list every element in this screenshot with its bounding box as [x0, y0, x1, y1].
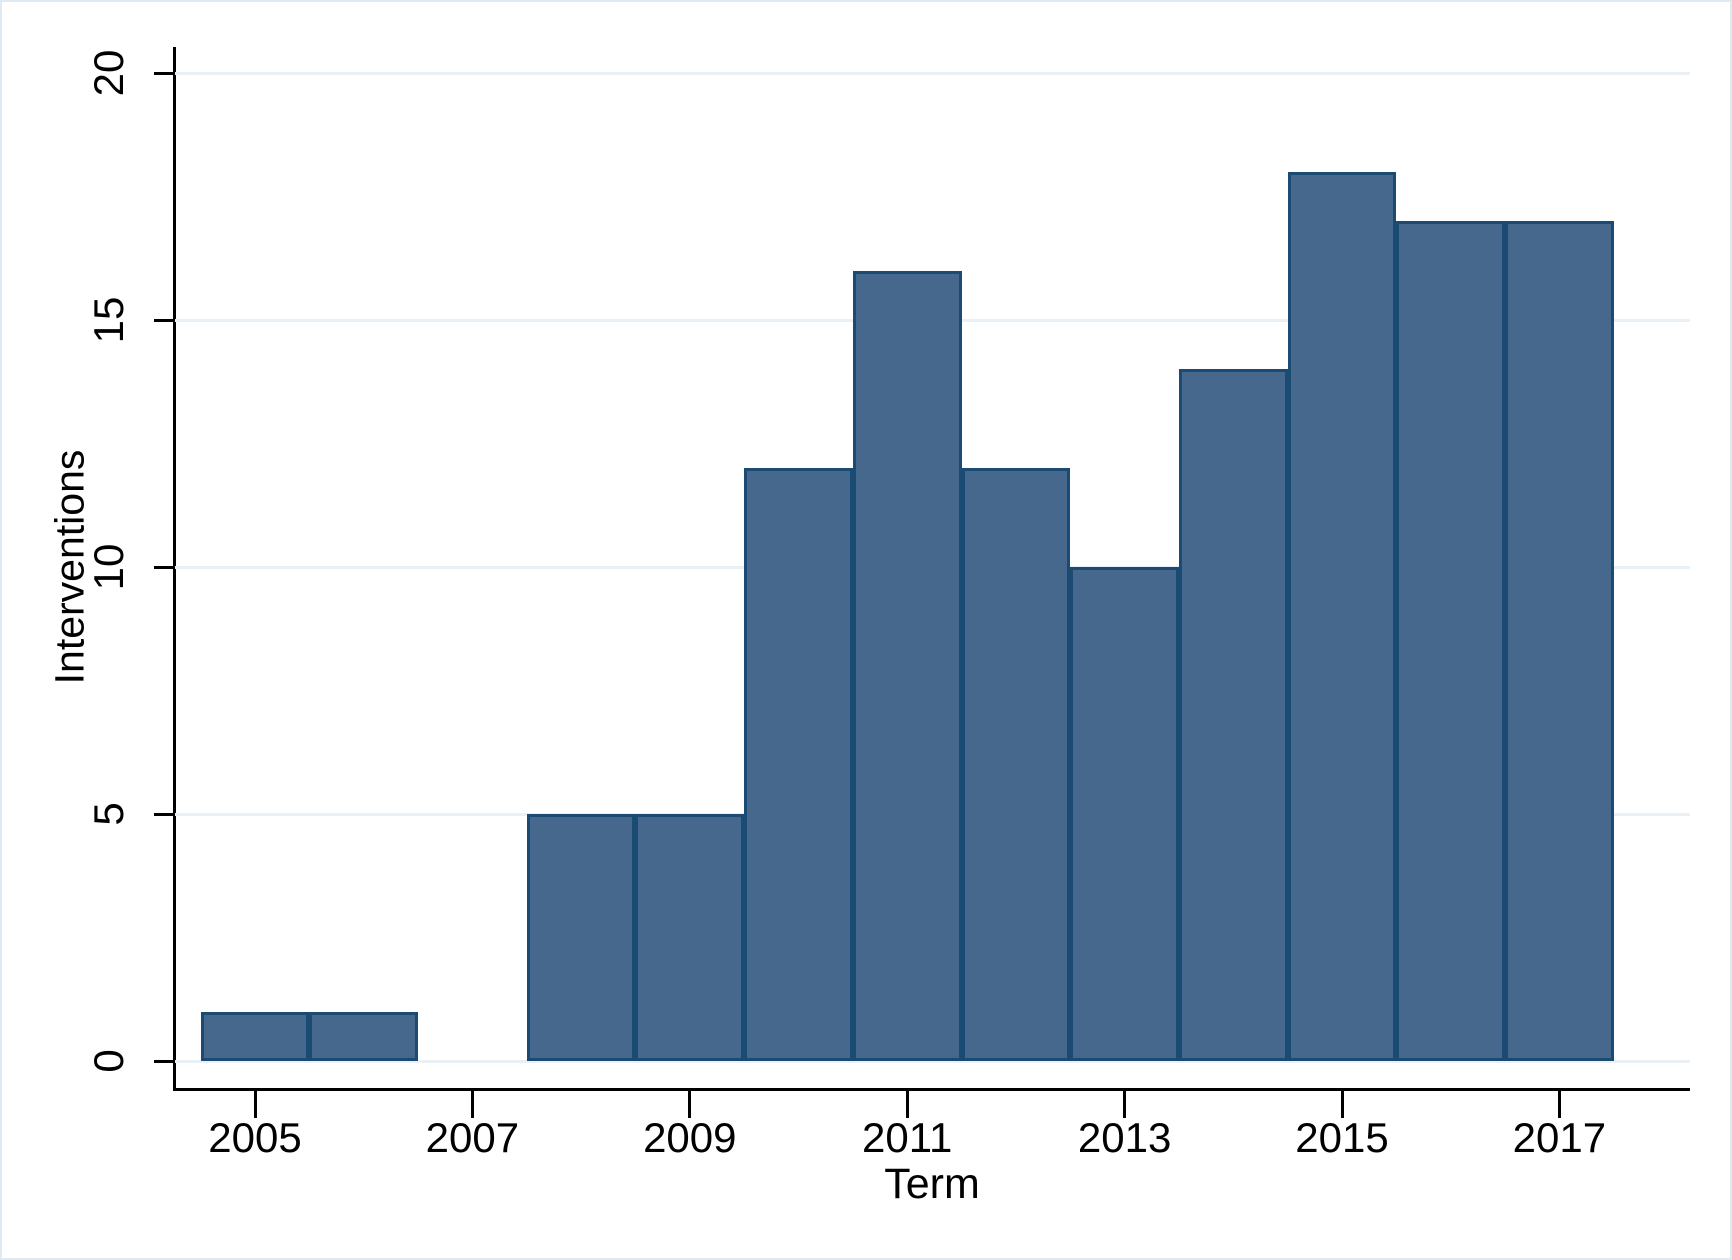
gridline-y-0: [175, 1059, 1690, 1063]
bar-2015: [1287, 171, 1397, 1061]
bar-2013: [1070, 567, 1179, 1061]
bar-2016: [1396, 221, 1506, 1061]
x-tick-label-2007: 2007: [425, 1114, 520, 1161]
x-tick-label-2015: 2015: [1295, 1114, 1389, 1161]
gridline-y-20: [175, 71, 1690, 75]
y-tick-20: [154, 71, 175, 75]
bar-2011: [852, 270, 962, 1061]
bar-2014: [1179, 369, 1288, 1061]
y-tick-label-5: 5: [85, 802, 132, 826]
bar-2006: [309, 1011, 418, 1061]
x-tick-2015: [1340, 1088, 1344, 1118]
y-tick-0: [154, 1059, 175, 1063]
y-tick-label-20: 20: [85, 49, 132, 97]
y-tick-15: [154, 318, 175, 322]
x-tick-label-2013: 2013: [1077, 1114, 1172, 1161]
x-tick-2017: [1557, 1088, 1561, 1118]
y-tick-label-15: 15: [85, 296, 132, 344]
x-tick-label-2017: 2017: [1512, 1114, 1607, 1161]
x-tick-2009: [688, 1088, 692, 1118]
x-tick-2011: [905, 1088, 909, 1118]
bar-2017: [1505, 221, 1614, 1061]
x-axis-title: Term: [884, 1160, 980, 1208]
x-tick-2013: [1123, 1088, 1127, 1118]
x-axis-line: [173, 1088, 1690, 1091]
y-tick-label-10: 10: [85, 543, 132, 591]
bar-2012: [961, 468, 1071, 1061]
x-tick-label-2005: 2005: [208, 1114, 302, 1161]
y-tick-10: [154, 565, 175, 569]
x-tick-2005: [253, 1088, 257, 1118]
y-tick-5: [154, 812, 175, 816]
bar-2005: [200, 1011, 310, 1061]
y-tick-label-0: 0: [85, 1049, 132, 1073]
x-tick-2007: [470, 1088, 474, 1118]
bar-2008: [526, 814, 636, 1061]
bar-2010: [744, 468, 853, 1061]
bar-2009: [635, 814, 745, 1061]
x-tick-label-2011: 2011: [862, 1114, 953, 1161]
x-tick-label-2009: 2009: [643, 1114, 737, 1161]
y-axis-line: [173, 47, 176, 1091]
